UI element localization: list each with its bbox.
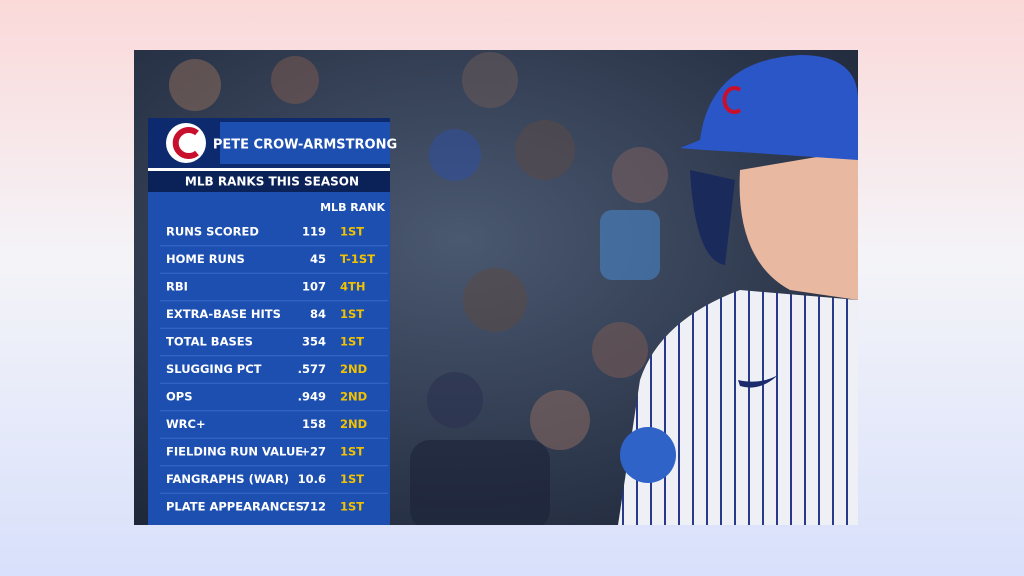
stat-rank: 1ST xyxy=(340,472,364,486)
stat-rank: 2ND xyxy=(340,390,367,404)
player-name: PETE CROW-ARMSTRONG xyxy=(213,138,397,153)
stat-name: HOME RUNS xyxy=(166,252,245,266)
stat-name: RUNS SCORED xyxy=(166,225,259,239)
player xyxy=(618,55,858,525)
crowd xyxy=(169,52,668,525)
table-panel xyxy=(148,192,390,525)
subtitle: MLB RANKS THIS SEASON xyxy=(185,175,359,189)
stat-value: 45 xyxy=(310,252,326,266)
stat-name: FIELDING RUN VALUE xyxy=(166,445,303,459)
stat-value: .949 xyxy=(298,390,326,404)
column-header: MLB RANK xyxy=(320,201,385,214)
stat-name: TOTAL BASES xyxy=(166,335,253,349)
stat-rank: 2ND xyxy=(340,417,367,431)
stat-rank: 1ST xyxy=(340,500,364,514)
stat-value: 354 xyxy=(302,335,326,349)
stat-rank: 4TH xyxy=(340,280,365,294)
stat-value: 712 xyxy=(302,500,326,514)
stat-rank: 2ND xyxy=(340,362,367,376)
stat-name: PLATE APPEARANCES xyxy=(166,500,304,514)
stat-value: 158 xyxy=(302,417,326,431)
stat-value: .577 xyxy=(298,362,326,376)
stat-value: 119 xyxy=(302,225,326,239)
stat-name: OPS xyxy=(166,390,193,404)
stat-value: 10.6 xyxy=(298,472,326,486)
stat-value: 107 xyxy=(302,280,326,294)
stat-name: RBI xyxy=(166,280,188,294)
stat-rank: 1ST xyxy=(340,225,364,239)
stat-name: FANGRAPHS (WAR) xyxy=(166,472,289,486)
stat-value: +27 xyxy=(300,445,326,459)
stat-name: SLUGGING PCT xyxy=(166,362,262,376)
stat-rank: 1ST xyxy=(340,307,364,321)
stats-graphic: PETE CROW-ARMSTRONG MLB RANKS THIS SEASO… xyxy=(148,118,397,525)
stat-value: 84 xyxy=(310,307,326,321)
stat-name: WRC+ xyxy=(166,417,206,431)
name-bar xyxy=(220,122,390,164)
stat-rank: 1ST xyxy=(340,335,364,349)
team-logo xyxy=(172,127,199,159)
stat-rank: 1ST xyxy=(340,445,364,459)
stat-name: EXTRA-BASE HITS xyxy=(166,307,281,321)
stat-rank: T-1ST xyxy=(340,252,375,266)
divider xyxy=(148,168,390,171)
stats-table: RUNS SCORED 119 1ST HOME RUNS 45 T-1ST RBI 107 4… xyxy=(160,225,388,514)
subtitle-bar xyxy=(148,171,390,192)
